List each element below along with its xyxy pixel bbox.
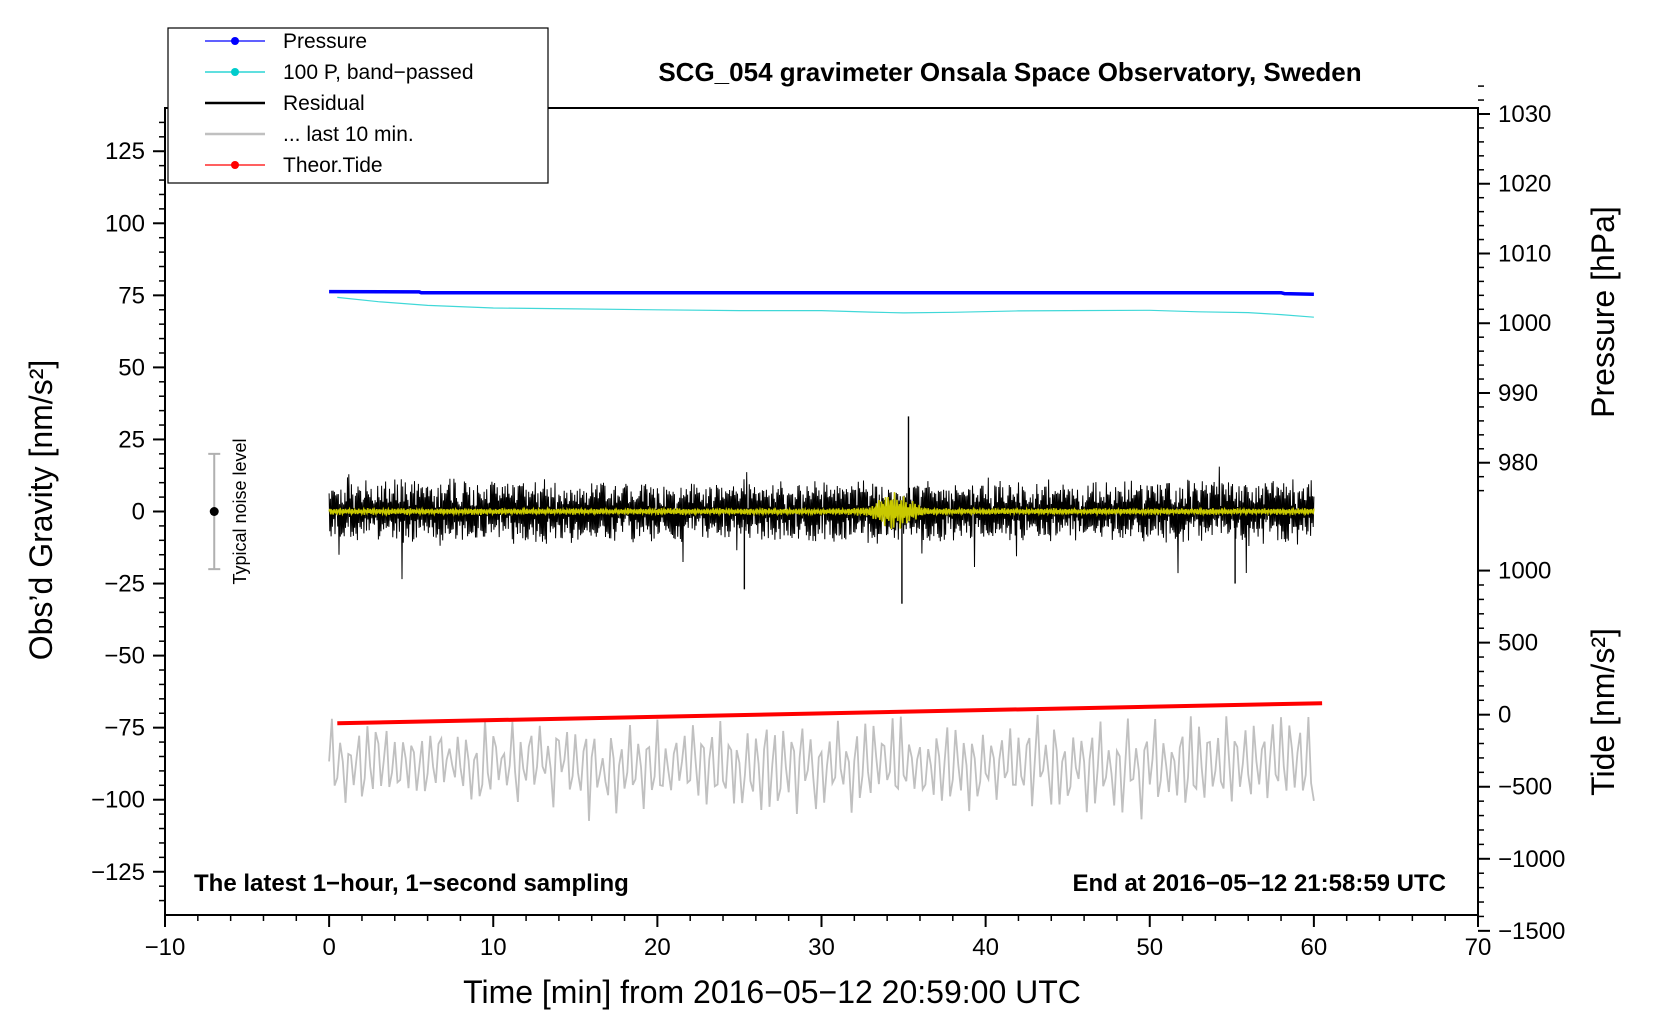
legend: Pressure 100 P, band−passed Residual ... la… — [167, 27, 549, 184]
x-tick-label: 0 — [322, 934, 335, 961]
y-tick-label: 25 — [118, 426, 145, 453]
legend-swatch-marker — [231, 161, 239, 169]
x-tick-label: −10 — [145, 934, 186, 961]
legend-label: Residual — [283, 92, 365, 115]
pressure-tick-label: 980 — [1498, 450, 1538, 477]
tide-tick-label: −1000 — [1498, 846, 1565, 873]
legend-label: ... last 10 min. — [283, 123, 414, 146]
x-axis-title: Time [min] from 2016−05−12 20:59:00 UTC — [463, 974, 1081, 1010]
y-tick-label: −100 — [91, 787, 145, 814]
y-tick-label: 75 — [118, 282, 145, 309]
legend-box — [167, 27, 549, 184]
legend-swatch-marker — [231, 68, 239, 76]
last-10-min-series — [328, 714, 1315, 821]
y-tick-label: −125 — [91, 859, 145, 886]
tide-tick-label: −500 — [1498, 774, 1552, 801]
theoretical-tide-series — [337, 701, 1323, 726]
pressure-tick-label: 1030 — [1498, 101, 1551, 128]
pressure-tick-label: 1000 — [1498, 310, 1551, 337]
pressure-tick-label: 1010 — [1498, 240, 1551, 267]
axes: −10 0 10 20 30 40 50 60 701251007550250−25−50−75… — [91, 85, 1565, 961]
legend-label: Pressure — [283, 30, 367, 53]
y-tick-label: −25 — [104, 571, 145, 598]
legend-label: Theor.Tide — [283, 154, 383, 177]
y-tick-label: 50 — [118, 354, 145, 381]
legend-label: 100 P, band−passed — [283, 61, 474, 84]
plot-content: Typical noise level — [208, 289, 1323, 821]
x-tick-label: 70 — [1465, 934, 1492, 961]
x-tick-label: 40 — [972, 934, 999, 961]
y-tick-label: 100 — [105, 210, 145, 237]
y-tick-label: 0 — [132, 499, 145, 526]
sampling-note: The latest 1−hour, 1−second sampling — [194, 870, 629, 897]
legend-swatch-marker — [231, 37, 239, 45]
x-tick-label: 60 — [1301, 934, 1328, 961]
pressure-axis-title: Pressure [hPa] — [1585, 206, 1621, 418]
y-tick-label: −75 — [104, 715, 145, 742]
band-passed-pressure-series — [337, 296, 1314, 318]
end-time-note: End at 2016−05−12 21:58:59 UTC — [1072, 870, 1446, 897]
y-tick-label: 125 — [105, 138, 145, 165]
pressure-series — [329, 289, 1314, 296]
tide-tick-label: 0 — [1498, 702, 1511, 729]
x-tick-label: 50 — [1136, 934, 1163, 961]
pressure-tick-label: 990 — [1498, 380, 1538, 407]
y-axis-left-title: Obs’d Gravity [nm/s²] — [23, 360, 59, 661]
noise-bar-center — [209, 507, 219, 516]
tide-axis-title: Tide [nm/s²] — [1585, 628, 1621, 796]
tide-tick-label: −1500 — [1498, 918, 1565, 945]
residual-filtered-series — [328, 492, 1315, 530]
x-tick-label: 20 — [644, 934, 671, 961]
x-tick-label: 30 — [808, 934, 835, 961]
residual-series — [328, 466, 1315, 580]
noise-bar-label: Typical noise level — [230, 438, 250, 584]
y-tick-label: −50 — [104, 643, 145, 670]
x-tick-label: 10 — [480, 934, 507, 961]
tide-tick-label: 500 — [1498, 630, 1538, 657]
tide-tick-label: 1000 — [1498, 558, 1551, 585]
chart-title: SCG_054 gravimeter Onsala Space Observat… — [658, 57, 1361, 87]
pressure-tick-label: 1020 — [1498, 171, 1551, 198]
